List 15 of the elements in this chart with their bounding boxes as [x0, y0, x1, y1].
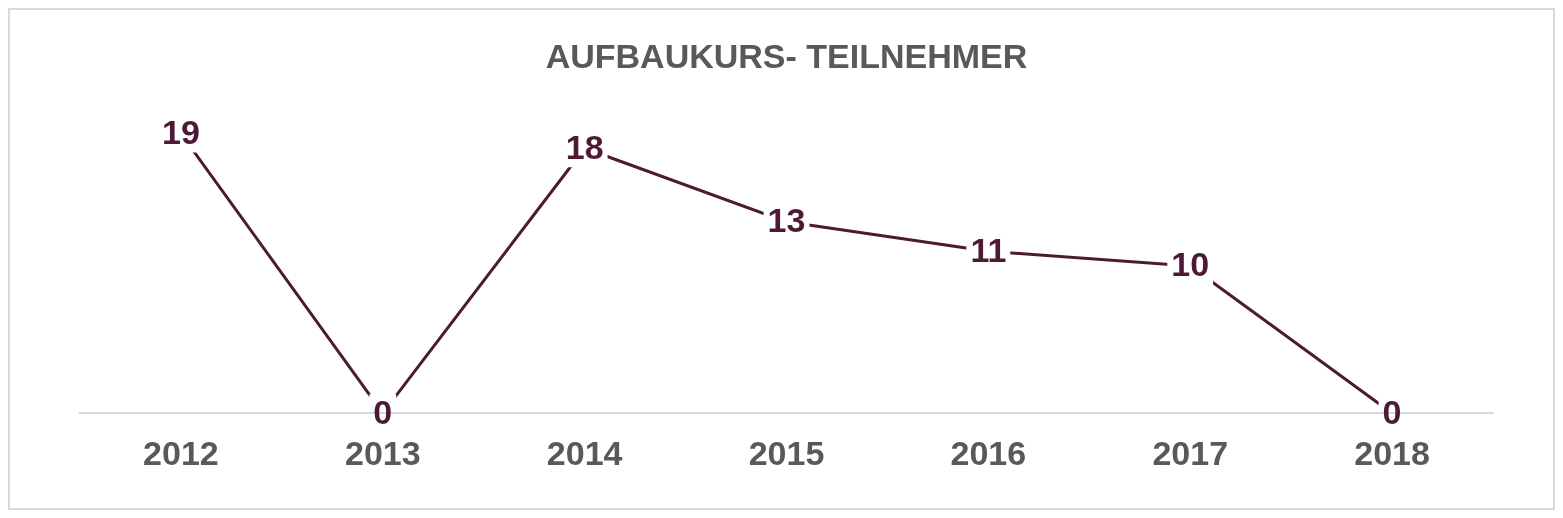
chart-title: AUFBAUKURS- TEILNEHMER [545, 36, 1028, 75]
data-label: 18 [565, 127, 604, 166]
x-tick-label: 2016 [950, 433, 1027, 472]
x-tick-label: 2018 [1354, 433, 1430, 472]
x-tick-label: 2015 [748, 433, 825, 472]
data-label: 10 [1171, 245, 1210, 284]
data-label: 11 [970, 230, 1007, 269]
x-tick-label: 2014 [546, 433, 623, 472]
x-tick-label: 2012 [143, 433, 219, 472]
data-label: 0 [373, 392, 393, 431]
x-tick-label: 2013 [344, 433, 421, 472]
data-label: 19 [162, 112, 200, 151]
data-label: 0 [1382, 392, 1402, 431]
x-tick-label: 2017 [1152, 433, 1229, 472]
data-label: 13 [767, 201, 806, 240]
